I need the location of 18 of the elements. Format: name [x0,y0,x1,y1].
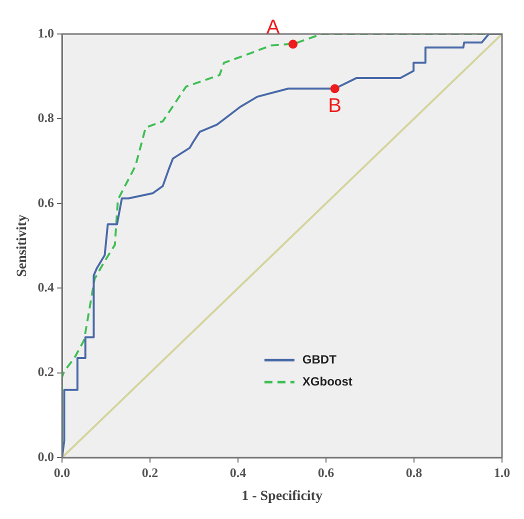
y-tick-label: 1.0 [38,25,54,40]
x-tick-label: 1.0 [494,464,510,480]
y-tick-label: 0.0 [38,448,54,464]
y-axis-title: Sensitivity [15,214,30,277]
x-tick-label: 0.4 [230,464,247,480]
annotation: A [266,16,280,39]
x-axis-title: 1 - Specificity [242,489,322,504]
y-tick-label: 0.6 [38,194,55,210]
x-tick-label: 0.8 [406,464,423,480]
x-tick-label: 0.0 [54,464,70,480]
legend-label: XGboost [302,374,352,388]
y-tick-label: 0.8 [38,110,55,126]
x-tick-label: 0.6 [318,464,335,480]
y-tick-label: 0.4 [38,280,55,295]
annotation: B [328,95,342,118]
y-tick-label: 0.2 [38,364,54,380]
x-tick-label: 0.2 [142,464,158,480]
legend-label: GBDT [302,352,338,366]
